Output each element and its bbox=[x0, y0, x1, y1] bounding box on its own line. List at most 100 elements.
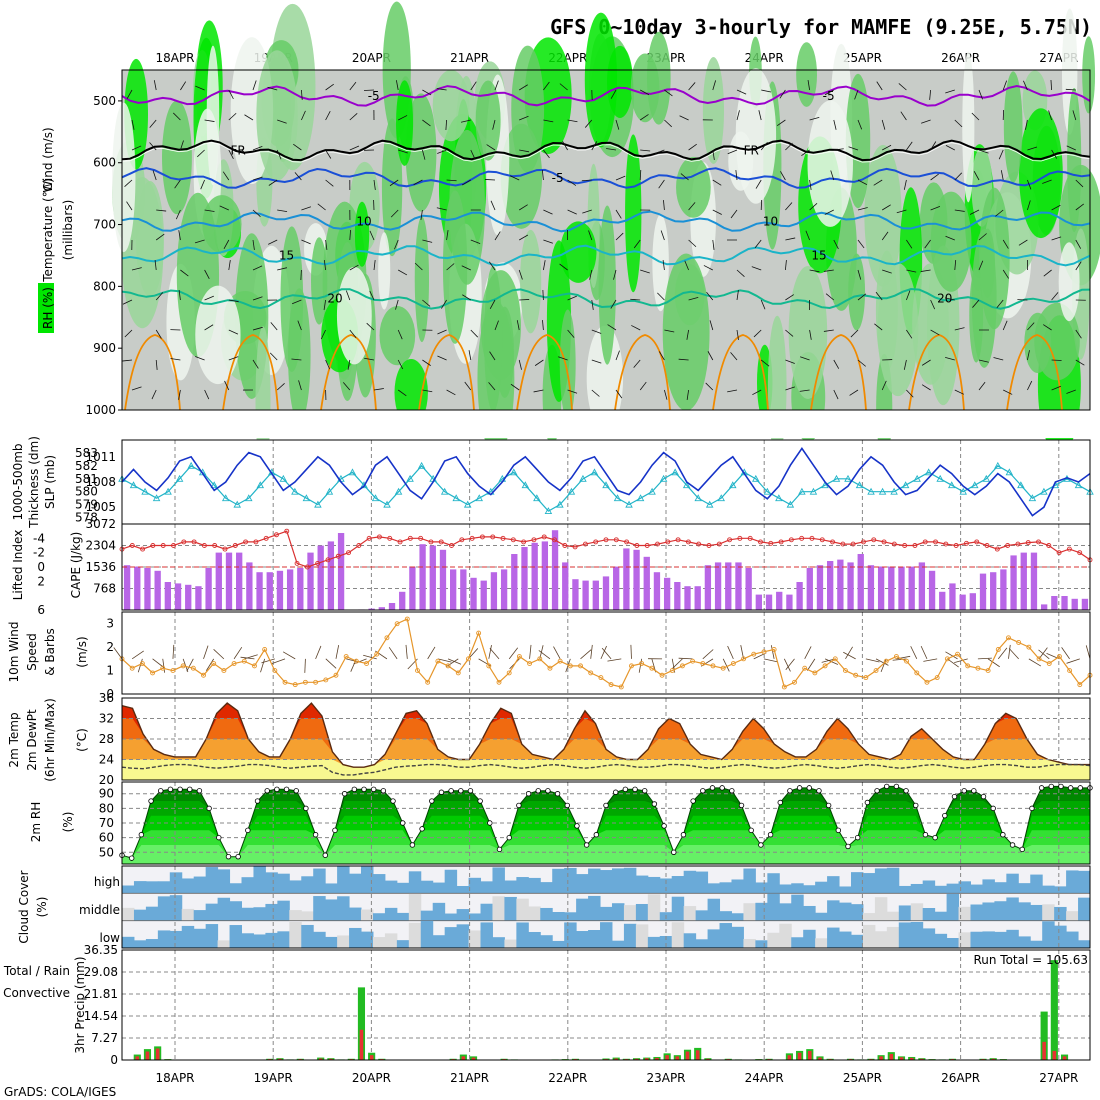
wind10m-barb bbox=[282, 651, 296, 660]
wind-barb bbox=[349, 113, 358, 121]
rh2m-point bbox=[351, 786, 358, 793]
wind10m-point bbox=[567, 663, 573, 669]
cloud-cover-cell bbox=[803, 885, 816, 894]
precip-tick: 14.54 bbox=[84, 1009, 118, 1023]
wind-barb bbox=[325, 359, 331, 370]
wind-barb bbox=[543, 239, 553, 244]
wind-barb bbox=[149, 142, 157, 151]
wind-barb bbox=[366, 322, 375, 331]
cloud-cover-cell bbox=[767, 873, 780, 894]
wind-barb bbox=[752, 389, 762, 396]
wind-barb bbox=[301, 89, 303, 100]
lifted-index-point bbox=[356, 543, 362, 548]
wind10m-barb bbox=[137, 658, 143, 673]
rh2m-point bbox=[709, 785, 716, 791]
cloud-cover-cell bbox=[396, 940, 410, 948]
cloud-cover-cell bbox=[874, 897, 888, 921]
cloud-cover-cell bbox=[1078, 940, 1091, 948]
wind-barb bbox=[300, 269, 302, 281]
wind-barb bbox=[170, 358, 181, 361]
isotherm-label: -5 bbox=[368, 89, 380, 103]
wind-barb bbox=[461, 265, 471, 271]
cloud-cover-cell bbox=[922, 928, 936, 948]
wind-barb bbox=[581, 179, 592, 182]
cloud-cover-cell bbox=[1018, 883, 1031, 894]
thickness-point bbox=[245, 494, 253, 502]
wind10m-point bbox=[781, 684, 787, 690]
cape-bar bbox=[215, 552, 222, 610]
wind10m-barb bbox=[529, 644, 532, 659]
precip-convective-bar bbox=[1062, 1056, 1067, 1060]
wind-barb bbox=[800, 356, 810, 361]
wind-barb bbox=[323, 260, 326, 271]
cloud-cover-cell bbox=[504, 896, 517, 921]
slp-series-line bbox=[121, 446, 1091, 517]
wind-barb bbox=[519, 115, 529, 121]
cloud-cover-cell bbox=[695, 910, 709, 921]
cape-bar bbox=[613, 566, 620, 610]
wind-barb bbox=[276, 382, 285, 391]
wind-barb bbox=[809, 269, 820, 273]
wind-barb bbox=[301, 206, 311, 211]
lifted-index-point bbox=[1056, 550, 1062, 556]
wind10m-point bbox=[843, 668, 848, 674]
run-total-label: Run Total = 105.63 bbox=[973, 953, 1088, 967]
isotherm-line bbox=[121, 287, 1091, 310]
wind-barb bbox=[591, 329, 602, 334]
rh2m-point bbox=[1048, 783, 1054, 790]
pressure-tick: 900 bbox=[93, 341, 116, 355]
lifted-index-point bbox=[1036, 539, 1041, 545]
wind-barb bbox=[490, 200, 496, 211]
cloud-cover-cell bbox=[910, 883, 924, 894]
cape-bar bbox=[388, 603, 396, 610]
wind-barb bbox=[809, 116, 820, 121]
thickness-point bbox=[164, 487, 172, 495]
thickness-point bbox=[671, 468, 679, 476]
wind-barb bbox=[277, 267, 288, 271]
cape-bar bbox=[898, 566, 905, 610]
wind-barb bbox=[543, 81, 550, 91]
cloud-cover-cell bbox=[886, 926, 900, 948]
wind10m-point bbox=[761, 649, 767, 655]
cloud-cover-cell bbox=[456, 885, 470, 894]
cloud-cover-cell bbox=[540, 882, 553, 894]
wind-barb bbox=[785, 142, 793, 151]
wind10m-point bbox=[252, 663, 257, 669]
wind-barb bbox=[900, 111, 907, 121]
wind10m-point bbox=[343, 654, 349, 659]
lifted-index-point bbox=[984, 543, 990, 548]
cloud-cover-cell bbox=[779, 923, 792, 948]
wind10m-barb bbox=[152, 658, 164, 668]
wind10m-barb bbox=[1008, 648, 1019, 660]
thickness-point bbox=[682, 481, 691, 489]
wind-barb bbox=[848, 146, 859, 151]
isotherm-freezing-halo bbox=[121, 142, 1091, 163]
wind-barb bbox=[780, 171, 786, 181]
cloud-cover-cell bbox=[325, 899, 338, 921]
wind-tick: 1 bbox=[106, 664, 114, 678]
wind-barb bbox=[441, 299, 447, 309]
wind10m-barb bbox=[600, 645, 607, 660]
wind-barb bbox=[252, 239, 255, 250]
rh2m-point bbox=[661, 823, 667, 829]
lifted-index-point bbox=[613, 537, 619, 543]
rh2m-point bbox=[845, 843, 851, 850]
wind10m-point bbox=[1067, 668, 1073, 674]
wind-barb bbox=[755, 179, 762, 189]
lifted-index-point bbox=[706, 543, 712, 548]
wind-barb bbox=[703, 265, 713, 271]
cloud-cover-cell bbox=[122, 907, 135, 921]
cloud-cover-cell bbox=[958, 881, 971, 894]
rh2m-point bbox=[438, 789, 445, 795]
rh-contour bbox=[136, 180, 165, 297]
cape-bar bbox=[368, 608, 375, 610]
wind-barb bbox=[542, 320, 544, 331]
wind-barb bbox=[155, 292, 164, 301]
lifted-index-point bbox=[469, 535, 475, 541]
cloud-cover-cell bbox=[946, 883, 960, 894]
wind10m-barb bbox=[920, 645, 928, 660]
wind-barb bbox=[954, 327, 965, 331]
wind-barb bbox=[881, 119, 886, 130]
cloud-cover-cell bbox=[552, 868, 565, 894]
cloud-cover-cell bbox=[169, 930, 183, 948]
